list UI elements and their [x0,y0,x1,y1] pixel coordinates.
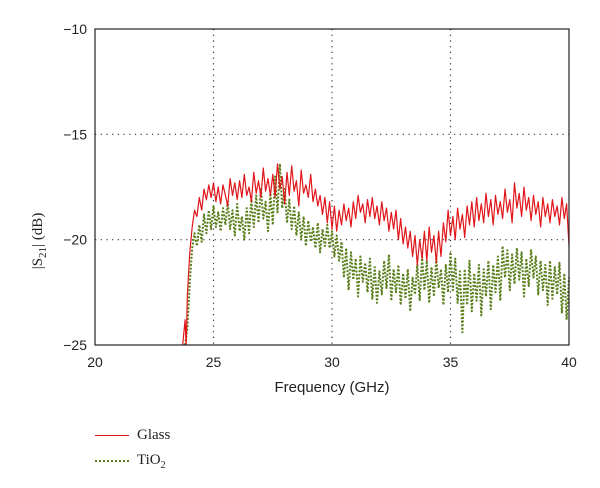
y-tick-label: −10 [63,21,87,37]
series-line-glass [182,163,570,346]
plot-frame [94,28,570,346]
legend-label-tio2-sub: 2 [160,459,166,471]
grid-lines [95,29,569,345]
x-tick-label: 20 [87,354,103,370]
x-tick-label: 30 [324,354,340,370]
legend-swatch-glass [95,434,129,436]
svg-text:|S21| (dB): |S21| (dB) [30,213,49,270]
legend-swatch-tio2 [95,460,129,462]
y-axis-label-main: |S [30,258,46,269]
legend-label-tio2-main: TiO [137,451,161,468]
x-tick-label: 25 [206,354,222,370]
y-axis-label-tail: | (dB) [30,213,46,247]
y-tick-label: −15 [63,126,87,142]
y-axis-label-sub: 21 [37,247,49,258]
legend-label-tio2: TiO2 [137,452,166,471]
legend-label-glass: Glass [137,426,171,443]
x-axis-label: Frequency (GHz) [274,379,389,396]
y-axis-label: |S21| (dB) [30,213,49,270]
legend-item-tio2: TiO2 [95,448,170,474]
axis-ticks: 20 25 30 35 40 −25 −20 −15 −10 [63,21,577,370]
plot-area [182,162,570,346]
series-line-tio2 [184,162,570,346]
x-tick-label: 40 [561,354,577,370]
legend: Glass TiO2 [95,422,170,474]
y-tick-label: −25 [63,337,87,353]
y-tick-label: −20 [63,232,87,248]
x-tick-label: 35 [443,354,459,370]
legend-item-glass: Glass [95,422,170,448]
